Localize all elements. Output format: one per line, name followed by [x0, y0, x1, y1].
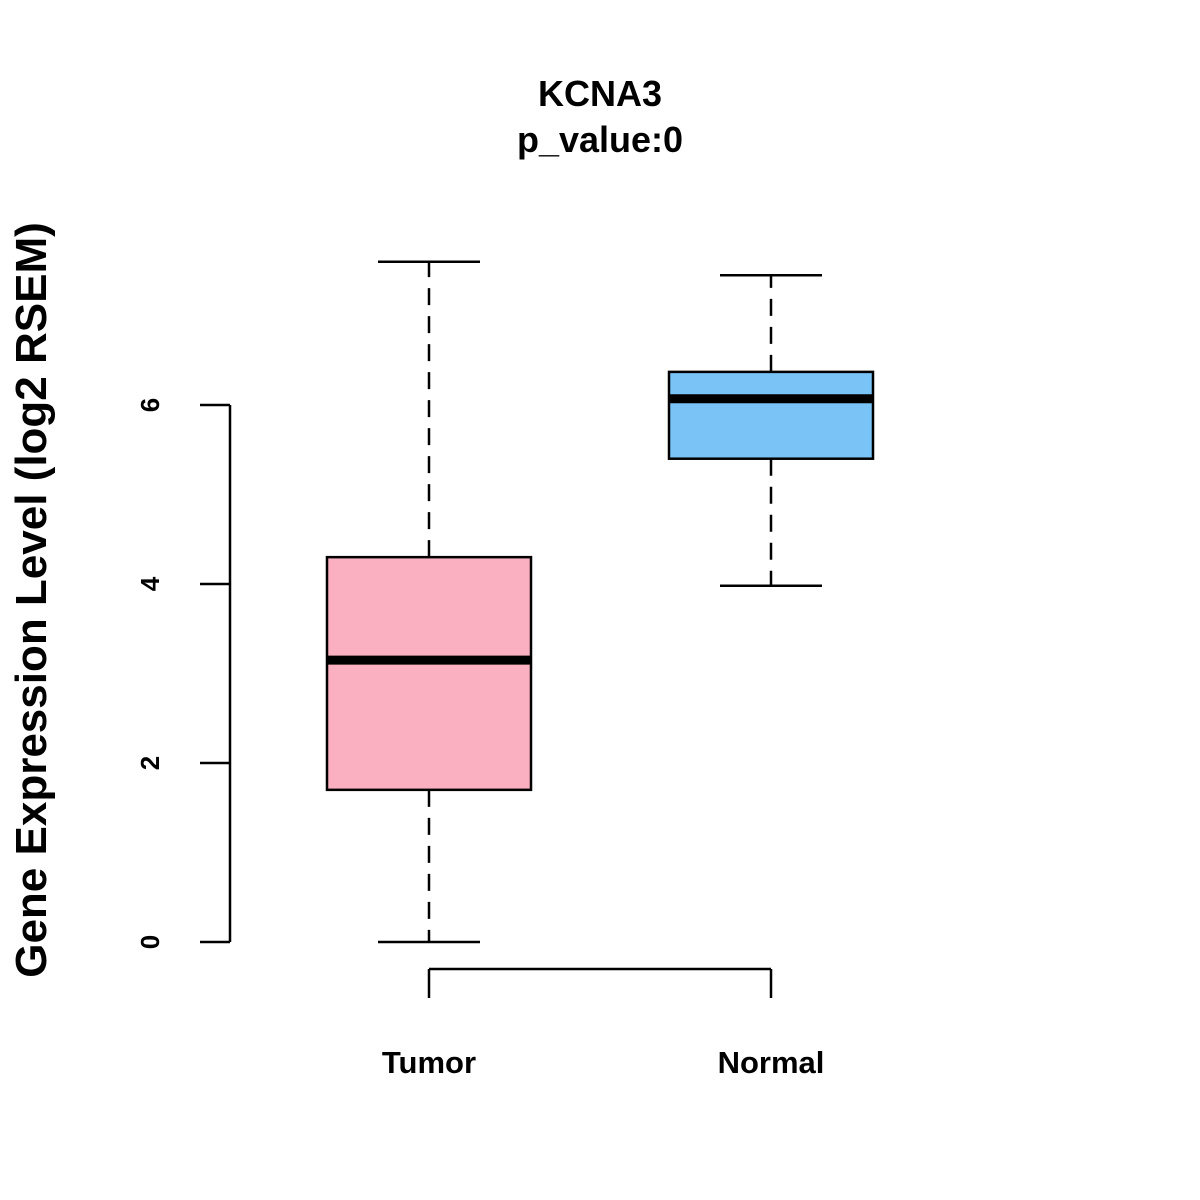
y-tick-label: 0	[135, 935, 165, 949]
x-tick-label: Normal	[718, 1045, 825, 1080]
boxes-group	[325, 260, 875, 944]
y-tick-label: 2	[135, 756, 165, 770]
box-tumor	[325, 260, 533, 944]
chart-title: KCNA3	[538, 73, 662, 114]
y-axis: 0 2 4 6	[135, 398, 232, 949]
iqr-box	[325, 555, 533, 792]
y-tick-label: 4	[135, 576, 165, 591]
x-tick-label: Tumor	[382, 1045, 476, 1080]
x-axis: Tumor Normal	[382, 967, 825, 1080]
chart-subtitle: p_value:0	[517, 119, 683, 160]
y-tick-label: 6	[135, 398, 165, 412]
iqr-box	[667, 370, 875, 460]
box-normal	[667, 273, 875, 588]
y-axis-label: Gene Expression Level (log2 RSEM)	[7, 222, 56, 978]
